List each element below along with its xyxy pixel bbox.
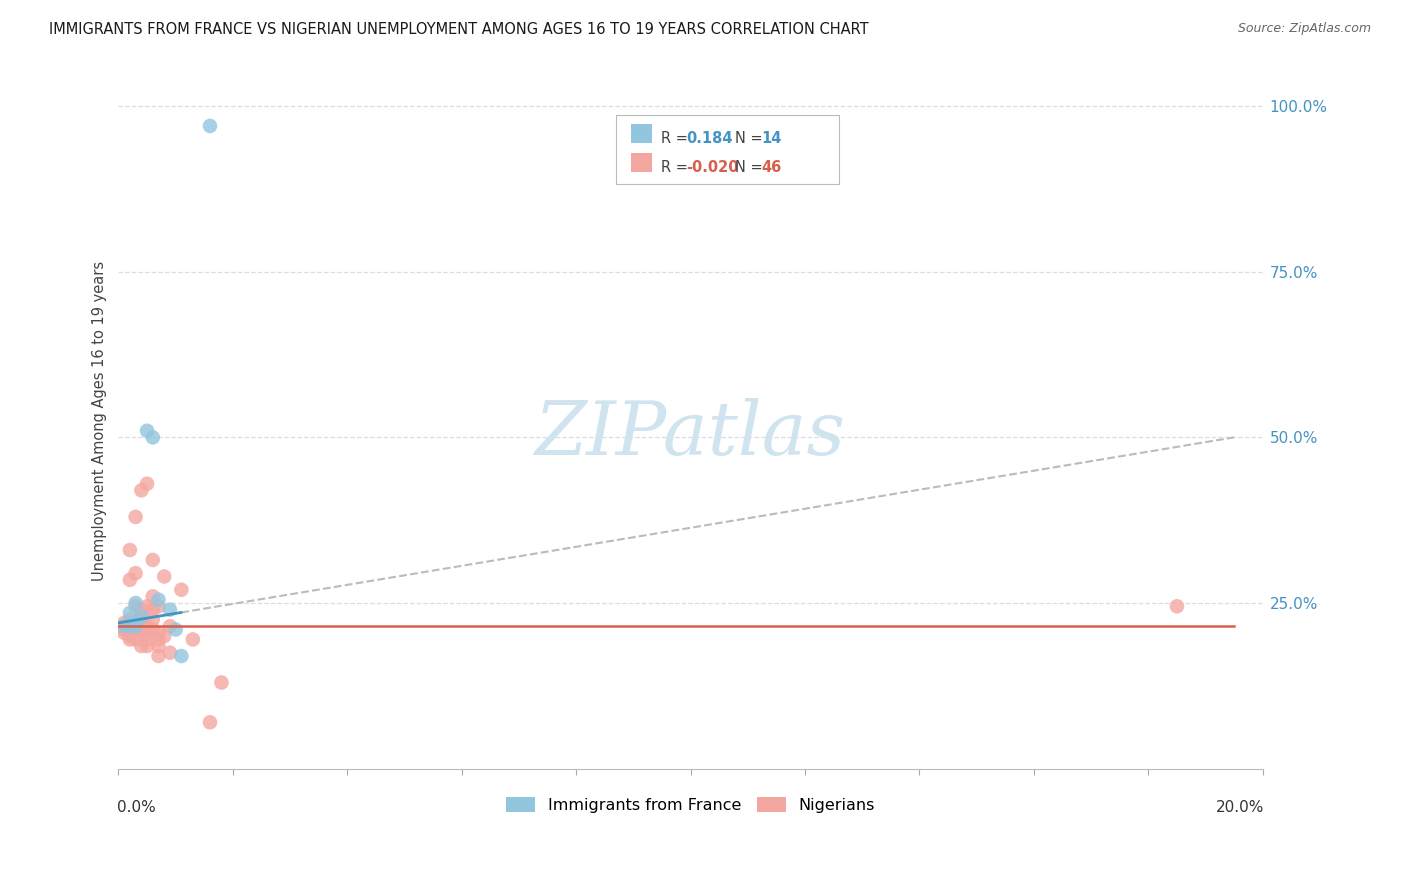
- Point: [142, 430, 165, 444]
- Point: [136, 632, 159, 647]
- Point: [142, 553, 165, 567]
- Text: -0.020: -0.020: [686, 160, 738, 175]
- Point: [112, 619, 135, 633]
- Point: [131, 619, 153, 633]
- Point: [136, 599, 159, 614]
- Text: 0.0%: 0.0%: [117, 800, 156, 815]
- Text: IMMIGRANTS FROM FRANCE VS NIGERIAN UNEMPLOYMENT AMONG AGES 16 TO 19 YEARS CORREL: IMMIGRANTS FROM FRANCE VS NIGERIAN UNEMP…: [49, 22, 869, 37]
- Point: [136, 619, 159, 633]
- Point: [131, 609, 153, 624]
- Point: [131, 483, 153, 498]
- Point: [148, 599, 170, 614]
- Point: [118, 629, 141, 643]
- Point: [209, 675, 232, 690]
- Text: R =: R =: [661, 160, 692, 175]
- Point: [124, 619, 146, 633]
- Point: [142, 590, 165, 604]
- Point: [112, 625, 135, 640]
- Point: [112, 619, 135, 633]
- Text: 20.0%: 20.0%: [1216, 800, 1264, 815]
- Point: [118, 606, 141, 620]
- Point: [142, 623, 165, 637]
- Point: [118, 543, 141, 558]
- Point: [165, 623, 187, 637]
- Point: [142, 613, 165, 627]
- Point: [136, 625, 159, 640]
- Point: [159, 646, 181, 660]
- Point: [124, 619, 146, 633]
- Point: [136, 424, 159, 438]
- Point: [148, 639, 170, 653]
- Point: [124, 599, 146, 614]
- Point: [136, 639, 159, 653]
- Point: [124, 615, 146, 630]
- Point: [159, 602, 181, 616]
- Text: 0.184: 0.184: [686, 131, 733, 145]
- Point: [142, 602, 165, 616]
- FancyBboxPatch shape: [631, 153, 652, 172]
- Text: N =: N =: [735, 160, 768, 175]
- Legend: Immigrants from France, Nigerians: Immigrants from France, Nigerians: [506, 797, 875, 813]
- Point: [131, 602, 153, 616]
- Point: [159, 619, 181, 633]
- Point: [153, 629, 176, 643]
- Point: [124, 509, 146, 524]
- Point: [148, 648, 170, 663]
- Text: ZIPatlas: ZIPatlas: [536, 399, 846, 471]
- Point: [131, 639, 153, 653]
- Point: [118, 613, 141, 627]
- Text: 14: 14: [762, 131, 782, 145]
- Text: N =: N =: [735, 131, 768, 145]
- Point: [148, 632, 170, 647]
- Point: [153, 569, 176, 583]
- Point: [136, 476, 159, 491]
- Point: [124, 632, 146, 647]
- Point: [148, 625, 170, 640]
- Point: [124, 566, 146, 581]
- Point: [118, 619, 141, 633]
- Point: [112, 615, 135, 630]
- Point: [198, 715, 221, 730]
- Point: [118, 632, 141, 647]
- Point: [1166, 599, 1188, 614]
- Point: [118, 573, 141, 587]
- FancyBboxPatch shape: [616, 115, 839, 185]
- Text: 46: 46: [762, 160, 782, 175]
- Text: R =: R =: [661, 131, 692, 145]
- Point: [198, 119, 221, 133]
- Text: Source: ZipAtlas.com: Source: ZipAtlas.com: [1237, 22, 1371, 36]
- Point: [131, 625, 153, 640]
- Point: [148, 592, 170, 607]
- FancyBboxPatch shape: [631, 124, 652, 144]
- Point: [112, 623, 135, 637]
- Point: [118, 619, 141, 633]
- Point: [124, 596, 146, 610]
- Y-axis label: Unemployment Among Ages 16 to 19 years: Unemployment Among Ages 16 to 19 years: [93, 260, 107, 581]
- Point: [131, 613, 153, 627]
- Point: [170, 582, 193, 597]
- Point: [181, 632, 204, 647]
- Point: [170, 648, 193, 663]
